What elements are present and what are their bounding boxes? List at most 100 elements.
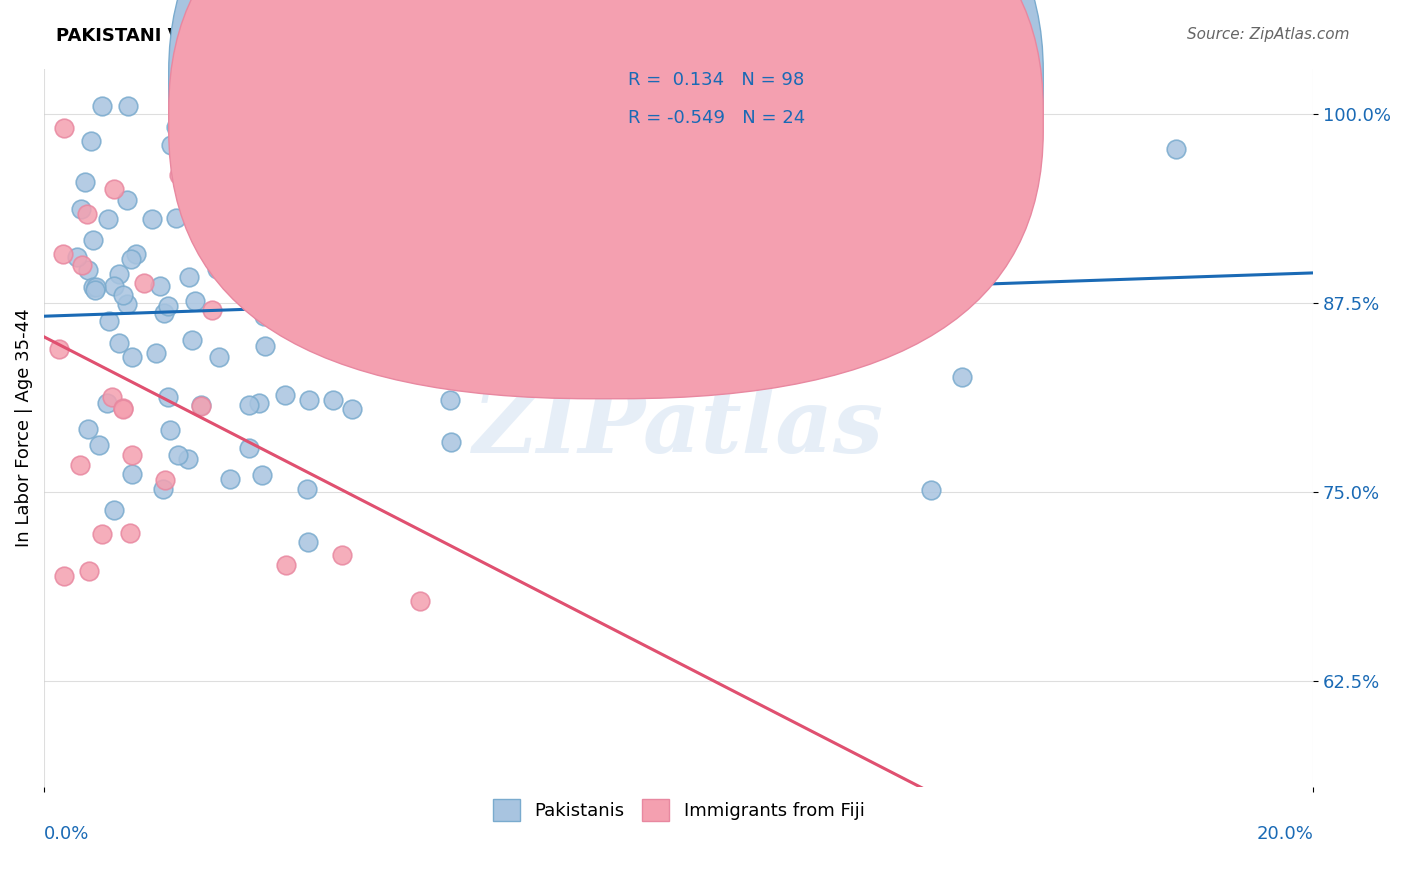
Point — [82, 233, 104, 247]
Point — [302, 99, 325, 113]
Point — [103, 182, 125, 196]
Point — [274, 558, 297, 573]
Point — [456, 335, 478, 350]
Point — [673, 179, 696, 194]
Point — [330, 548, 353, 562]
Point — [443, 354, 465, 368]
Point — [145, 345, 167, 359]
Point — [120, 526, 142, 541]
Point — [121, 350, 143, 364]
Point — [1164, 142, 1187, 156]
Point — [115, 297, 138, 311]
Point — [266, 228, 288, 243]
Point — [97, 211, 120, 226]
Point — [322, 392, 344, 407]
Point — [238, 398, 260, 412]
Point — [475, 261, 498, 276]
Point — [207, 261, 229, 276]
Point — [108, 267, 131, 281]
Point — [77, 263, 100, 277]
Point — [134, 276, 156, 290]
Point — [820, 268, 842, 283]
Point — [440, 434, 463, 449]
Point — [52, 569, 75, 583]
Point — [96, 396, 118, 410]
Point — [69, 458, 91, 472]
Point — [111, 401, 134, 416]
Point — [776, 251, 799, 265]
Point — [76, 207, 98, 221]
Point — [190, 399, 212, 413]
Point — [252, 309, 274, 323]
Point — [295, 483, 318, 497]
Point — [73, 175, 96, 189]
Text: Source: ZipAtlas.com: Source: ZipAtlas.com — [1187, 27, 1350, 42]
Point — [52, 247, 75, 261]
Point — [117, 193, 139, 207]
Point — [253, 339, 276, 353]
Point — [156, 390, 179, 404]
Point — [165, 211, 187, 226]
Point — [48, 343, 70, 357]
Point — [439, 368, 461, 382]
Point — [159, 137, 181, 152]
Text: ZIPatlas: ZIPatlas — [474, 384, 884, 471]
Y-axis label: In Labor Force | Age 35-44: In Labor Force | Age 35-44 — [15, 309, 32, 547]
Point — [167, 169, 190, 183]
Point — [298, 393, 321, 408]
Point — [427, 317, 450, 331]
Point — [711, 259, 734, 273]
Point — [70, 202, 93, 217]
Point — [340, 402, 363, 417]
Point — [80, 134, 103, 148]
Point — [157, 299, 180, 313]
Point — [396, 150, 419, 164]
Point — [494, 247, 516, 261]
Point — [152, 306, 174, 320]
Point — [165, 120, 187, 134]
Point — [120, 252, 142, 266]
Point — [84, 280, 107, 294]
Point — [219, 471, 242, 485]
Point — [396, 248, 419, 262]
Point — [375, 260, 398, 275]
Point — [76, 422, 98, 436]
Point — [148, 279, 170, 293]
Point — [177, 269, 200, 284]
Point — [91, 527, 114, 541]
Text: PAKISTANI VS IMMIGRANTS FROM FIJI IN LABOR FORCE | AGE 35-44 CORRELATION CHART: PAKISTANI VS IMMIGRANTS FROM FIJI IN LAB… — [56, 27, 957, 45]
Point — [513, 184, 536, 198]
Point — [292, 316, 315, 330]
Point — [517, 344, 540, 359]
Text: 0.0%: 0.0% — [44, 825, 90, 843]
Point — [141, 212, 163, 227]
Text: R =  0.134   N = 98: R = 0.134 N = 98 — [628, 71, 804, 89]
Point — [121, 448, 143, 462]
Text: 20.0%: 20.0% — [1257, 825, 1313, 843]
Point — [103, 278, 125, 293]
Point — [111, 402, 134, 417]
Point — [250, 467, 273, 482]
Point — [377, 351, 399, 365]
Point — [247, 396, 270, 410]
Point — [121, 467, 143, 481]
Point — [97, 314, 120, 328]
Point — [90, 99, 112, 113]
Point — [166, 448, 188, 462]
Point — [263, 142, 285, 156]
Point — [70, 258, 93, 272]
Point — [180, 333, 202, 347]
Point — [103, 502, 125, 516]
Point — [828, 295, 851, 310]
Point — [159, 423, 181, 437]
Point — [409, 594, 432, 608]
Text: R = -0.549   N = 24: R = -0.549 N = 24 — [628, 109, 806, 127]
Point — [312, 238, 335, 252]
Point — [238, 441, 260, 455]
Point — [84, 283, 107, 297]
Point — [399, 278, 422, 293]
Point — [201, 303, 224, 318]
Point — [112, 288, 135, 302]
Point — [569, 99, 592, 113]
Point — [305, 260, 328, 275]
